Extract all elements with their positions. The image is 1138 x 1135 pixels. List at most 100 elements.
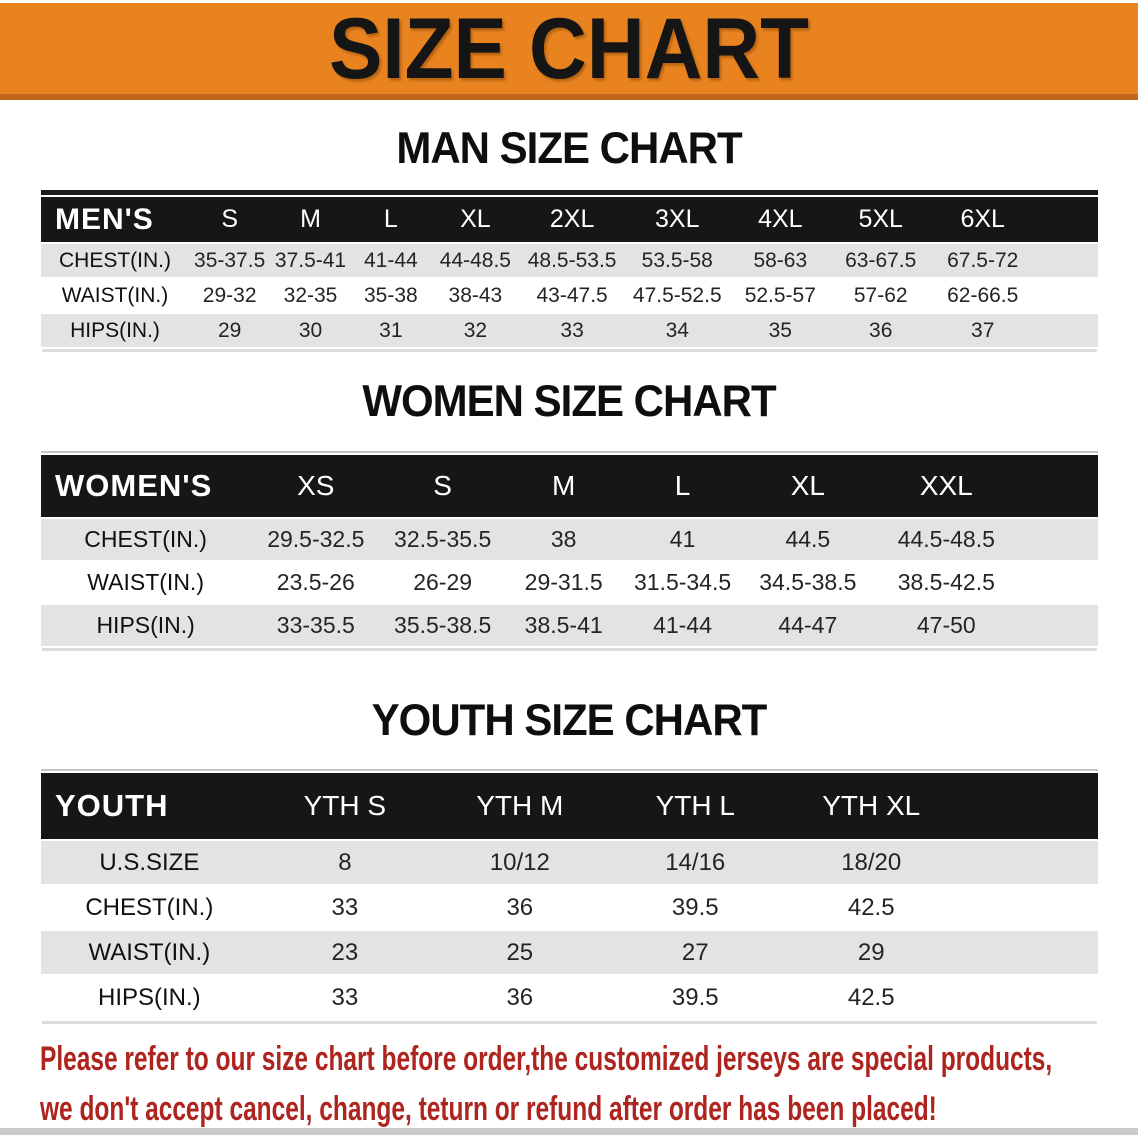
men-size-table: MEN'S S M L XL 2XL 3XL 4XL 5XL 6XL CHEST(IN.) 35-37… [41, 190, 1098, 349]
size-value-cell: 29-32 [188, 279, 271, 312]
size-value-cell: 32 [431, 314, 520, 347]
size-column-header: 5XL [830, 197, 931, 242]
size-column-header: M [270, 197, 351, 242]
size-value-cell: 42.5 [782, 976, 960, 1019]
spacer-cell [1034, 279, 1098, 312]
size-value-cell: 36 [830, 314, 931, 347]
disclaimer-line-1: Please refer to our size chart before or… [40, 1040, 1053, 1078]
measurement-row: HIPS(IN.) 33-35.5 35.5-38.5 38.5-41 41-44 44-… [41, 605, 1098, 646]
size-value-cell: 63-67.5 [830, 244, 931, 277]
size-value-cell: 29 [188, 314, 271, 347]
size-value-cell: 48.5-53.5 [519, 244, 625, 277]
size-value-cell: 47.5-52.5 [624, 279, 731, 312]
table-header-row: MEN'S S M L XL 2XL 3XL 4XL 5XL 6XL [41, 197, 1098, 242]
measurement-row: WAIST(IN.) 23 25 27 29 [41, 931, 1098, 974]
size-value-cell: 52.5-57 [730, 279, 831, 312]
size-column-header: 3XL [624, 197, 731, 242]
women-section-heading: WOMEN SIZE CHART [362, 375, 776, 426]
measurement-row: HIPS(IN.) 29 30 31 32 33 34 35 36 37 [41, 314, 1098, 347]
size-value-cell: 10/12 [432, 841, 608, 884]
size-value-cell: 29.5-32.5 [250, 519, 382, 560]
size-value-cell: 43-47.5 [519, 279, 625, 312]
size-value-cell: 35.5-38.5 [381, 605, 504, 646]
size-value-cell: 33-35.5 [250, 605, 382, 646]
size-value-cell: 47-50 [873, 605, 1019, 646]
disclaimer-line-2: we don't accept cancel, change, teturn o… [40, 1090, 937, 1128]
row-label-cell: U.S.SIZE [41, 841, 258, 884]
size-value-cell: 35-38 [350, 279, 431, 312]
youth-size-table: YOUTH YTH S YTH M YTH L YTH XL U.S.SIZE 8 10/12… [41, 769, 1098, 1021]
size-value-cell: 37 [930, 314, 1035, 347]
size-value-cell: 33 [257, 976, 433, 1019]
size-value-cell: 35 [730, 314, 831, 347]
size-value-cell: 32-35 [270, 279, 351, 312]
measurement-row: HIPS(IN.) 33 36 39.5 42.5 [41, 976, 1098, 1019]
size-value-cell: 44-48.5 [431, 244, 520, 277]
size-value-cell: 18/20 [782, 841, 960, 884]
size-value-cell: 37.5-41 [270, 244, 351, 277]
size-column-header: L [350, 197, 431, 242]
size-value-cell: 39.5 [607, 886, 783, 929]
row-label-cell: HIPS(IN.) [41, 605, 251, 646]
size-value-cell: 30 [270, 314, 351, 347]
size-value-cell: 62-66.5 [930, 279, 1035, 312]
size-column-header: 4XL [730, 197, 831, 242]
women-size-table: WOMEN'S XS S M L XL XXL CHEST(IN.) 29.5-32.5 32.5… [41, 451, 1098, 648]
size-value-cell: 33 [257, 886, 433, 929]
size-value-cell: 14/16 [607, 841, 783, 884]
size-value-cell: 57-62 [830, 279, 931, 312]
spacer-cell [1018, 605, 1098, 646]
spacer-cell [1018, 455, 1098, 517]
row-label-cell: WAIST(IN.) [41, 562, 251, 603]
row-label-cell: HIPS(IN.) [41, 976, 258, 1019]
measurement-row: CHEST(IN.) 29.5-32.5 32.5-35.5 38 41 44.5 44.5… [41, 519, 1098, 560]
size-value-cell: 38 [503, 519, 624, 560]
size-value-cell: 33 [519, 314, 625, 347]
size-value-cell: 34 [624, 314, 731, 347]
size-value-cell: 38.5-41 [503, 605, 624, 646]
disclaimer-text: Please refer to our size chart before or… [40, 1034, 1138, 1134]
size-value-cell: 42.5 [782, 886, 960, 929]
size-value-cell: 27 [607, 931, 783, 974]
size-column-header: L [623, 455, 742, 517]
size-value-cell: 38.5-42.5 [873, 562, 1019, 603]
size-column-header: S [188, 197, 271, 242]
size-value-cell: 36 [432, 976, 608, 1019]
size-value-cell: 58-63 [730, 244, 831, 277]
table-title-cell: MEN'S [41, 197, 189, 242]
spacer-cell [959, 841, 1098, 884]
size-chart-banner: SIZE CHART [0, 0, 1138, 100]
men-size-chart-section: MAN SIZE CHART MEN'S S M L XL 2XL 3XL 4XL 5XL 6XL… [0, 124, 1138, 349]
youth-size-chart-section: YOUTH SIZE CHART YOUTH YTH S YTH M YTH L YTH… [0, 696, 1138, 1021]
size-value-cell: 41-44 [623, 605, 742, 646]
row-label-cell: WAIST(IN.) [41, 931, 258, 974]
spacer-cell [1034, 244, 1098, 277]
size-column-header: 2XL [519, 197, 625, 242]
size-value-cell: 39.5 [607, 976, 783, 1019]
size-value-cell: 25 [432, 931, 608, 974]
size-value-cell: 44-47 [741, 605, 874, 646]
table-header-row: YOUTH YTH S YTH M YTH L YTH XL [41, 773, 1098, 839]
size-value-cell: 35-37.5 [188, 244, 271, 277]
row-label-cell: CHEST(IN.) [41, 244, 189, 277]
measurement-row: U.S.SIZE 8 10/12 14/16 18/20 [41, 841, 1098, 884]
size-value-cell: 23 [257, 931, 433, 974]
row-label-cell: CHEST(IN.) [41, 886, 258, 929]
size-column-header: YTH L [607, 773, 783, 839]
size-column-header: XL [431, 197, 520, 242]
size-value-cell: 44.5 [741, 519, 874, 560]
size-column-header: M [503, 455, 624, 517]
size-column-header: XS [250, 455, 382, 517]
measurement-row: WAIST(IN.) 23.5-26 26-29 29-31.5 31.5-34.5 34… [41, 562, 1098, 603]
size-value-cell: 29 [782, 931, 960, 974]
banner-title: SIZE CHART [329, 0, 809, 97]
size-column-header: XXL [873, 455, 1019, 517]
size-value-cell: 53.5-58 [624, 244, 731, 277]
size-value-cell: 31.5-34.5 [623, 562, 742, 603]
size-column-header: YTH XL [782, 773, 960, 839]
measurement-row: WAIST(IN.) 29-32 32-35 35-38 38-43 43-47.5 47.… [41, 279, 1098, 312]
measurement-row: CHEST(IN.) 33 36 39.5 42.5 [41, 886, 1098, 929]
size-column-header: YTH S [257, 773, 433, 839]
size-value-cell: 26-29 [381, 562, 504, 603]
